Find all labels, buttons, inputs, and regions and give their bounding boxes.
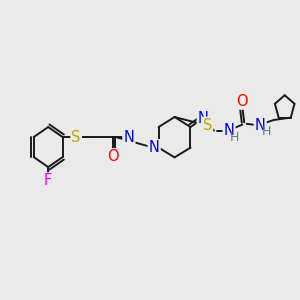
- Text: O: O: [236, 94, 248, 109]
- Text: N: N: [224, 123, 234, 138]
- Text: N: N: [123, 130, 134, 145]
- Text: S: S: [203, 118, 212, 133]
- Text: O: O: [107, 149, 119, 164]
- Text: F: F: [44, 173, 52, 188]
- Text: S: S: [71, 130, 81, 145]
- Text: N: N: [255, 118, 266, 133]
- Text: H: H: [230, 130, 239, 143]
- Text: N: N: [149, 140, 160, 155]
- Text: N: N: [198, 111, 209, 126]
- Text: H: H: [262, 125, 271, 138]
